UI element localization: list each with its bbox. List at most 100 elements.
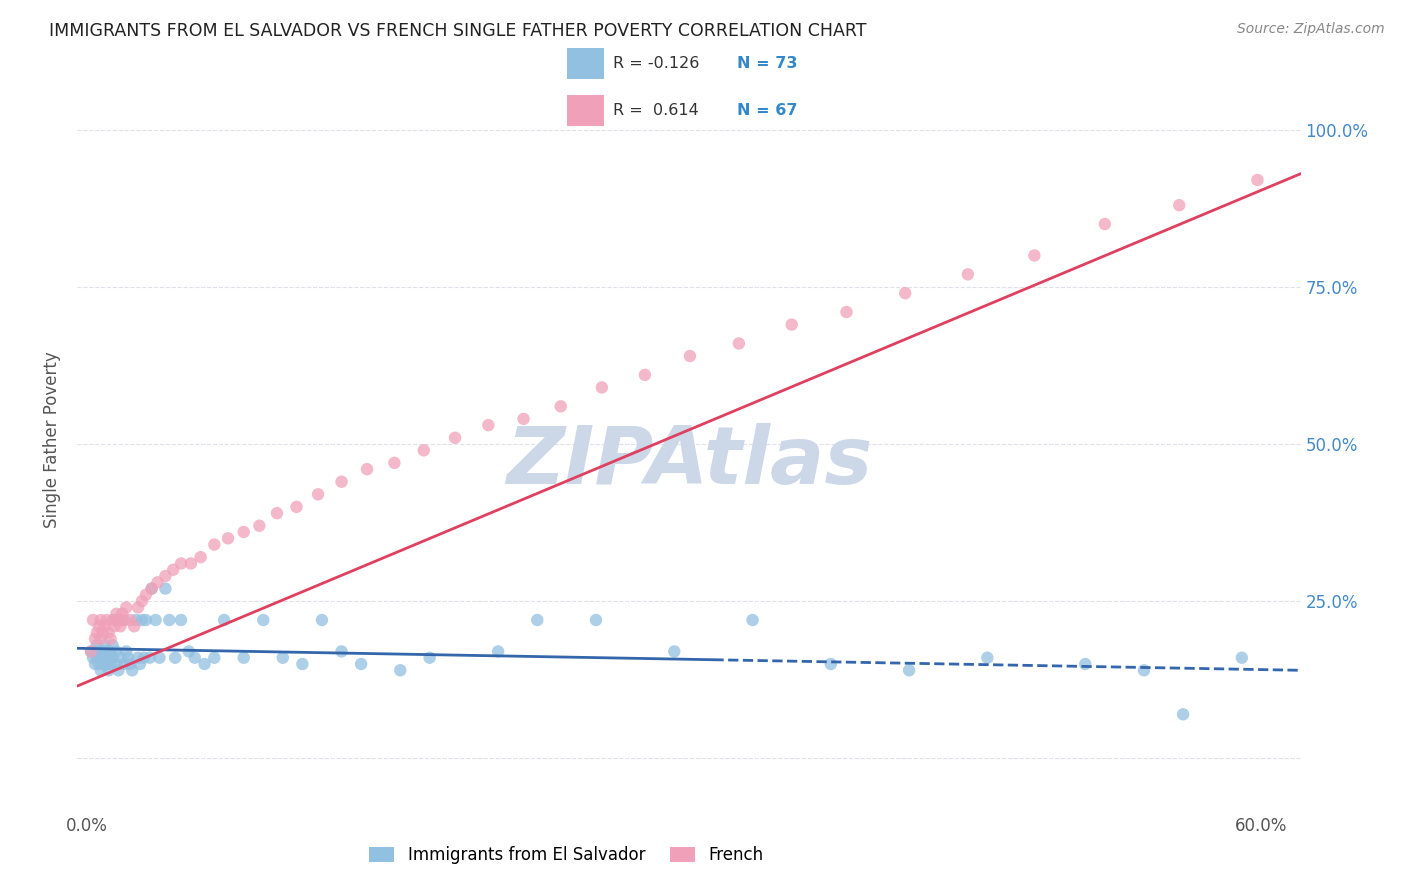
Point bbox=[679, 349, 702, 363]
Point bbox=[307, 487, 329, 501]
Point bbox=[105, 657, 128, 671]
Point bbox=[512, 412, 534, 426]
Point bbox=[129, 657, 152, 671]
Point bbox=[125, 613, 148, 627]
Point bbox=[247, 518, 270, 533]
Point bbox=[1094, 217, 1116, 231]
Point bbox=[148, 650, 170, 665]
Point bbox=[101, 650, 124, 665]
Point bbox=[976, 650, 998, 665]
Point bbox=[120, 657, 142, 671]
Point bbox=[898, 663, 921, 677]
Point bbox=[291, 657, 314, 671]
Point bbox=[384, 456, 406, 470]
Point bbox=[141, 582, 163, 596]
Point bbox=[180, 557, 202, 571]
Point bbox=[232, 650, 254, 665]
Point bbox=[93, 650, 115, 665]
Point bbox=[486, 644, 509, 658]
Text: N = 73: N = 73 bbox=[737, 56, 797, 70]
Point bbox=[266, 506, 288, 520]
Point bbox=[86, 650, 108, 665]
Point bbox=[90, 650, 112, 665]
Point bbox=[157, 613, 180, 627]
Point bbox=[93, 638, 115, 652]
Point bbox=[145, 613, 167, 627]
Point bbox=[80, 644, 103, 658]
Point bbox=[190, 550, 212, 565]
Point bbox=[82, 613, 104, 627]
Point bbox=[82, 650, 104, 665]
Point bbox=[212, 613, 235, 627]
Point bbox=[526, 613, 548, 627]
Point bbox=[121, 663, 143, 677]
Point bbox=[97, 663, 120, 677]
Point bbox=[101, 638, 124, 652]
Point bbox=[105, 607, 128, 621]
Point bbox=[330, 475, 353, 489]
Point bbox=[86, 625, 108, 640]
Point bbox=[135, 588, 157, 602]
Point bbox=[1348, 280, 1371, 294]
Point bbox=[412, 443, 434, 458]
Point bbox=[820, 657, 842, 671]
Point bbox=[86, 638, 108, 652]
Point bbox=[100, 632, 122, 646]
Point bbox=[835, 305, 858, 319]
Point bbox=[127, 600, 149, 615]
Point bbox=[90, 663, 112, 677]
Text: N = 67: N = 67 bbox=[737, 103, 797, 118]
Point bbox=[311, 613, 333, 627]
Point bbox=[111, 613, 134, 627]
Legend: Immigrants from El Salvador, French: Immigrants from El Salvador, French bbox=[363, 839, 770, 871]
Text: IMMIGRANTS FROM EL SALVADOR VS FRENCH SINGLE FATHER POVERTY CORRELATION CHART: IMMIGRANTS FROM EL SALVADOR VS FRENCH SI… bbox=[49, 22, 866, 40]
Point bbox=[664, 644, 686, 658]
Point bbox=[1329, 129, 1351, 144]
Point bbox=[110, 619, 132, 633]
Point bbox=[110, 650, 132, 665]
Point bbox=[107, 613, 129, 627]
Point bbox=[1329, 122, 1351, 136]
Point bbox=[1246, 173, 1268, 187]
Point bbox=[112, 613, 135, 627]
Point bbox=[444, 431, 467, 445]
Point bbox=[96, 613, 118, 627]
Point bbox=[91, 625, 114, 640]
Point bbox=[135, 613, 157, 627]
Point bbox=[165, 650, 187, 665]
Point bbox=[170, 613, 193, 627]
Point bbox=[170, 557, 193, 571]
Point bbox=[1339, 122, 1361, 136]
Point bbox=[141, 582, 163, 596]
Point bbox=[727, 336, 749, 351]
Point bbox=[103, 613, 125, 627]
Point bbox=[131, 594, 153, 608]
Point bbox=[87, 644, 110, 658]
Point bbox=[162, 563, 184, 577]
Point bbox=[330, 644, 353, 658]
Point bbox=[96, 644, 118, 658]
Point bbox=[1368, 594, 1391, 608]
Point bbox=[111, 607, 134, 621]
Point bbox=[634, 368, 657, 382]
Point bbox=[956, 268, 979, 282]
Point bbox=[1074, 657, 1097, 671]
Text: R = -0.126: R = -0.126 bbox=[613, 56, 699, 70]
Point bbox=[80, 644, 103, 658]
Point bbox=[97, 625, 120, 640]
Point bbox=[91, 657, 114, 671]
Point bbox=[84, 657, 107, 671]
Point bbox=[155, 582, 177, 596]
Point bbox=[1168, 198, 1191, 212]
Point bbox=[419, 650, 441, 665]
Point bbox=[285, 500, 308, 514]
Point bbox=[585, 613, 607, 627]
Point bbox=[115, 644, 138, 658]
Bar bbox=[567, 48, 605, 78]
Point bbox=[93, 619, 115, 633]
Point bbox=[117, 650, 139, 665]
Point bbox=[1358, 122, 1381, 136]
Point bbox=[477, 418, 499, 433]
Point bbox=[112, 657, 135, 671]
Point bbox=[90, 613, 112, 627]
